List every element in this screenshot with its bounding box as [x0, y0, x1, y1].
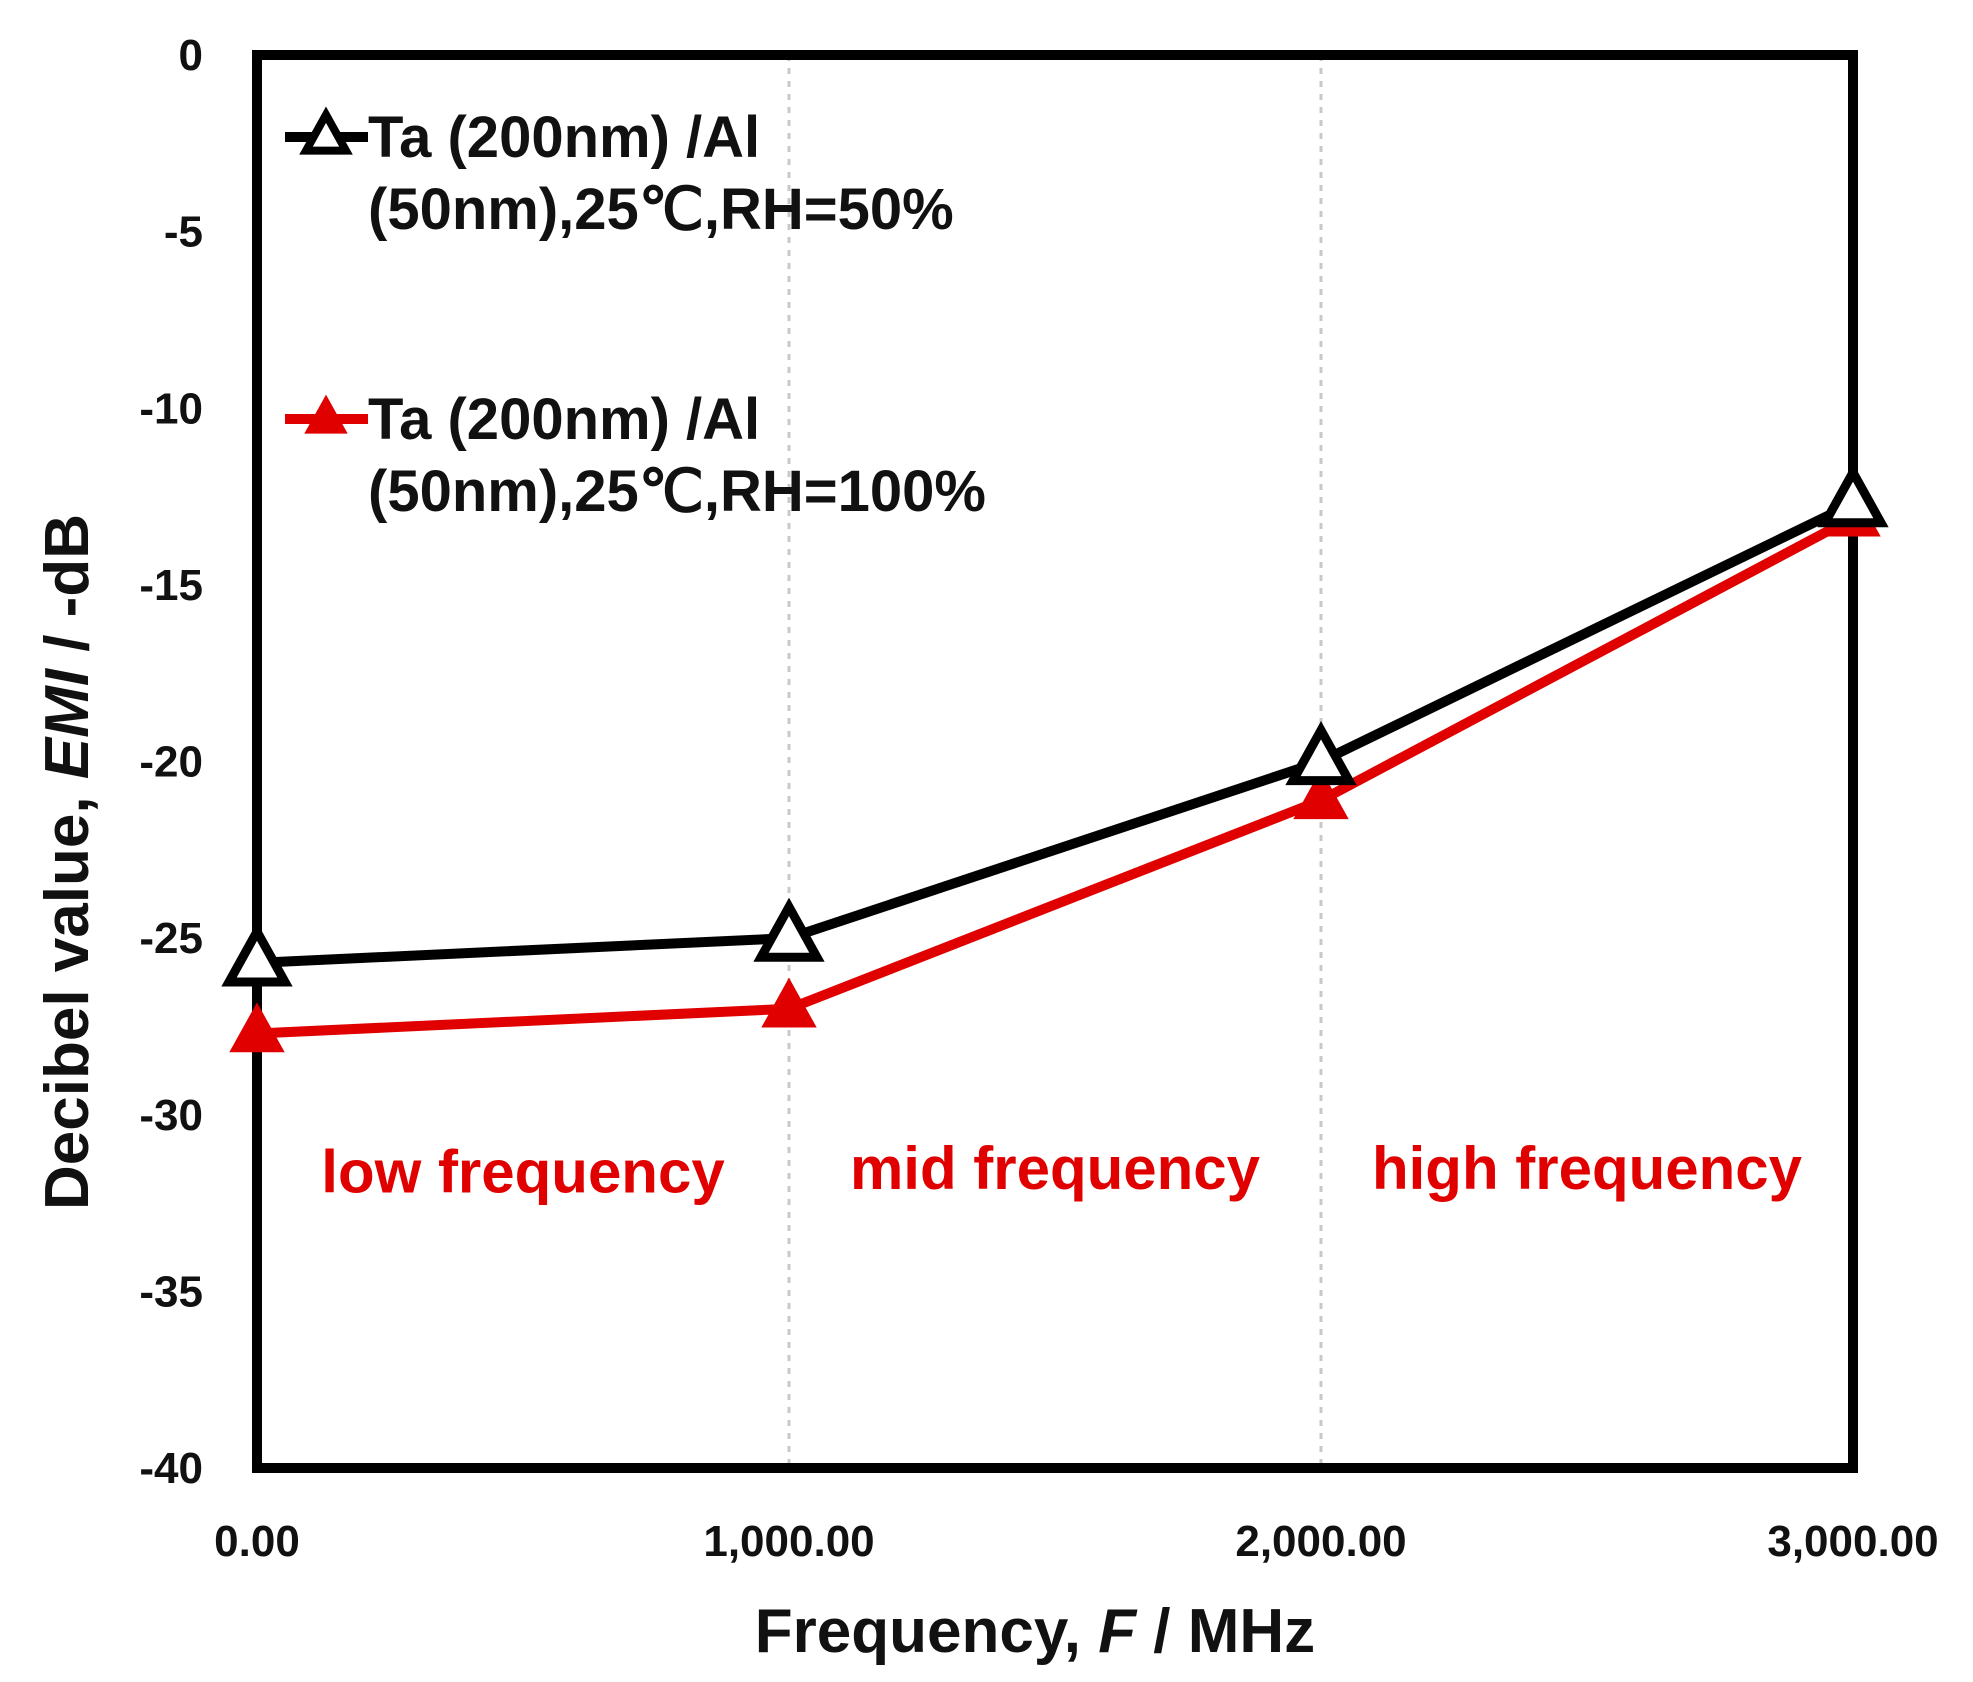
data-point-marker — [1285, 720, 1357, 786]
series-line — [256, 499, 1856, 968]
legend: Ta (200nm) /Al(50nm),25℃,RH=50%Ta (200nm… — [285, 105, 986, 524]
legend-label-line-1: Ta (200nm) /Al — [368, 105, 760, 170]
legend-entry: Ta (200nm) /Al (50nm),25℃,RH=100% — [285, 387, 986, 524]
data-point-marker — [761, 977, 817, 1028]
x-tick-label: 1,000.00 — [703, 1517, 874, 1566]
series-layer — [221, 463, 1889, 1053]
plot-frame — [252, 50, 1858, 1473]
legend-marker — [304, 394, 348, 434]
y-tick-labels: 0 -5 -10 -15 -20 -25 -30 -35 -40 — [139, 31, 203, 1493]
series-rh100 — [229, 486, 1881, 1053]
x-axis-title-variable: F — [1098, 1597, 1138, 1666]
series-rh50 — [221, 463, 1889, 987]
data-point-marker — [229, 1002, 285, 1053]
grid-layer — [787, 55, 1323, 1468]
x-axis-title-unit: / MHz — [1136, 1597, 1315, 1666]
y-axis-title-unit: / -dB — [33, 514, 102, 669]
x-tick-labels: 0.00 1,000.00 2,000.00 3,000.00 — [214, 1517, 1938, 1566]
x-axis-title: Frequency, F / MHz — [755, 1597, 1315, 1666]
data-point-marker — [753, 897, 825, 962]
data-point-marker — [221, 922, 293, 987]
data-point-marker — [1817, 463, 1889, 528]
region-annotations: low frequency mid frequency high frequency — [321, 1135, 1802, 1206]
y-tick-label: -15 — [139, 561, 203, 610]
region-label: low frequency — [321, 1138, 725, 1205]
y-tick-label: 0 — [179, 31, 203, 80]
x-tick-label: 3,000.00 — [1767, 1517, 1938, 1566]
legend-label-line-2: (50nm),25℃,RH=100% — [368, 459, 986, 524]
legend-label-line-1: Ta (200nm) /Al — [368, 387, 760, 452]
y-tick-label: -35 — [139, 1267, 203, 1316]
region-label: high frequency — [1372, 1135, 1803, 1202]
x-tick-label: 2,000.00 — [1235, 1517, 1406, 1566]
y-tick-label: -10 — [139, 384, 203, 433]
y-tick-label: -20 — [139, 738, 203, 787]
x-tick-label: 0.00 — [214, 1517, 300, 1566]
data-point-marker — [1293, 769, 1349, 820]
x-axis-title-prefix: Frequency, — [755, 1597, 1098, 1666]
region-label: mid frequency — [850, 1135, 1261, 1202]
y-tick-label: -25 — [139, 914, 203, 963]
y-axis-title-variable: EMI — [33, 667, 102, 779]
y-tick-label: -5 — [164, 208, 203, 257]
legend-label-line-2: (50nm),25℃,RH=50% — [368, 177, 954, 242]
y-tick-label: -30 — [139, 1091, 203, 1140]
y-axis-title-prefix: Decibel value, — [33, 779, 102, 1210]
series-line — [256, 513, 1856, 1039]
y-axis-title: Decibel value, EMI / -dB — [33, 514, 102, 1210]
legend-marker — [299, 106, 353, 155]
legend-entry: Ta (200nm) /Al (50nm),25℃,RH=50% — [285, 105, 954, 242]
y-tick-label: -40 — [139, 1444, 203, 1493]
